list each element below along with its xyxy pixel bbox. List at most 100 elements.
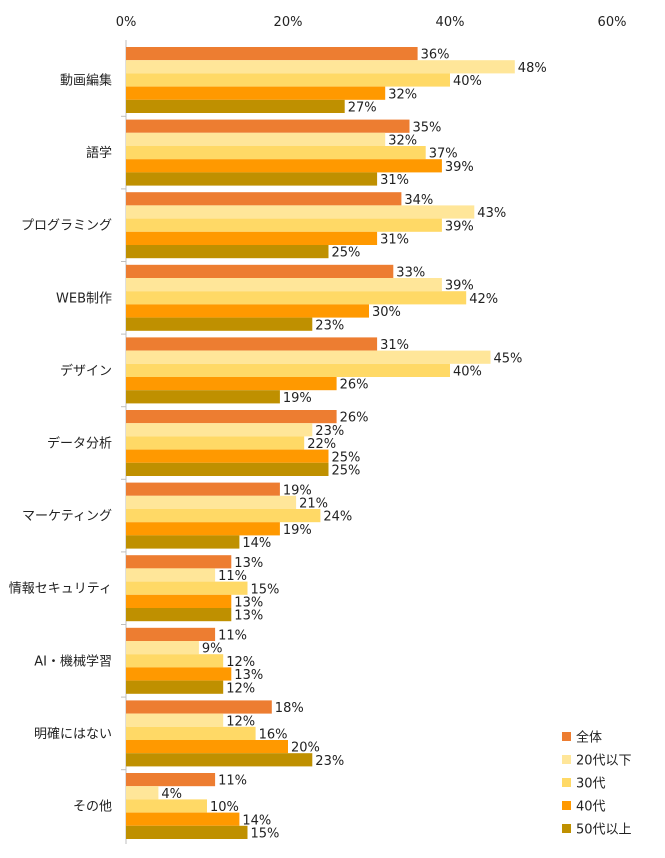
legend-label: 20代以下 bbox=[576, 754, 632, 769]
legend-label: 全体 bbox=[576, 730, 602, 746]
x-tick-label: 0% bbox=[116, 15, 137, 30]
data-label: 25% bbox=[332, 450, 361, 465]
category-label: 情報セキュリティ bbox=[9, 582, 112, 597]
bar bbox=[126, 304, 369, 318]
data-label: 48% bbox=[518, 61, 547, 76]
bar bbox=[126, 495, 297, 509]
category-label: 動画編集 bbox=[60, 73, 112, 89]
x-tick-label: 40% bbox=[436, 15, 465, 30]
data-label: 24% bbox=[323, 510, 352, 525]
bar bbox=[126, 47, 418, 61]
bar bbox=[126, 462, 329, 476]
data-label: 45% bbox=[494, 351, 523, 366]
data-label: 25% bbox=[332, 246, 361, 261]
data-label: 21% bbox=[299, 497, 328, 512]
bar bbox=[126, 363, 450, 377]
category-label: 明確にはない bbox=[34, 726, 112, 742]
legend-swatch bbox=[562, 755, 571, 764]
data-label: 11% bbox=[218, 569, 247, 584]
data-label: 20% bbox=[291, 741, 320, 756]
data-label: 13% bbox=[234, 556, 263, 571]
bar bbox=[126, 812, 240, 826]
data-label: 13% bbox=[234, 596, 263, 611]
data-label: 39% bbox=[445, 279, 474, 294]
bar bbox=[126, 667, 232, 681]
bar bbox=[126, 522, 280, 536]
data-label: 12% bbox=[226, 681, 255, 696]
bar bbox=[126, 654, 224, 668]
bar bbox=[126, 390, 280, 404]
bar bbox=[126, 753, 313, 767]
category-label: デザイン bbox=[60, 363, 112, 379]
data-label: 25% bbox=[332, 464, 361, 479]
data-label: 40% bbox=[453, 74, 482, 89]
data-label: 9% bbox=[202, 642, 223, 657]
data-label: 19% bbox=[283, 523, 312, 538]
data-label: 30% bbox=[372, 305, 401, 320]
data-label: 39% bbox=[445, 219, 474, 234]
bar bbox=[126, 291, 467, 305]
bar bbox=[126, 245, 329, 259]
bar bbox=[126, 410, 337, 424]
category-label: WEB制作 bbox=[56, 291, 112, 306]
data-label: 31% bbox=[380, 338, 409, 353]
bar bbox=[126, 773, 216, 787]
bar bbox=[126, 86, 386, 100]
bar bbox=[126, 218, 442, 232]
data-label: 10% bbox=[210, 800, 239, 815]
legend-label: 30代 bbox=[576, 777, 606, 792]
data-label: 34% bbox=[404, 193, 433, 208]
data-label: 18% bbox=[275, 701, 304, 716]
bar bbox=[126, 99, 345, 113]
legend-swatch bbox=[562, 732, 571, 741]
data-label: 26% bbox=[340, 411, 369, 426]
bar bbox=[126, 799, 207, 813]
bar bbox=[126, 680, 224, 694]
bar bbox=[126, 594, 232, 608]
data-label: 11% bbox=[218, 774, 247, 789]
bar bbox=[126, 231, 378, 245]
bar bbox=[126, 317, 313, 331]
bar bbox=[126, 377, 337, 391]
bar bbox=[126, 119, 410, 133]
data-label: 36% bbox=[421, 48, 450, 63]
bar bbox=[126, 264, 394, 278]
bar bbox=[126, 713, 224, 727]
data-label: 12% bbox=[226, 655, 255, 670]
data-label: 31% bbox=[380, 173, 409, 188]
bar bbox=[126, 568, 216, 582]
data-label: 14% bbox=[242, 536, 271, 551]
data-label: 43% bbox=[477, 206, 506, 221]
bar bbox=[126, 436, 305, 450]
data-label: 15% bbox=[251, 827, 280, 842]
data-label: 4% bbox=[161, 787, 182, 802]
x-tick-label: 60% bbox=[598, 15, 627, 30]
data-label: 27% bbox=[348, 101, 377, 116]
data-label: 39% bbox=[445, 160, 474, 175]
data-label: 16% bbox=[259, 728, 288, 743]
data-label: 32% bbox=[388, 134, 417, 149]
bar bbox=[126, 60, 515, 74]
data-label: 26% bbox=[340, 378, 369, 393]
category-label: 語学 bbox=[86, 145, 112, 161]
labels-group: 動画編集36%48%40%32%27%語学35%32%37%39%31%プログラ… bbox=[9, 48, 547, 842]
bar bbox=[126, 535, 240, 549]
bar bbox=[126, 627, 216, 641]
bar bbox=[126, 740, 288, 754]
data-label: 35% bbox=[413, 120, 442, 135]
bar bbox=[126, 555, 232, 569]
bar bbox=[126, 192, 402, 206]
legend-label: 40代 bbox=[576, 800, 606, 815]
bar bbox=[126, 449, 329, 463]
bar bbox=[126, 786, 159, 800]
data-label: 19% bbox=[283, 483, 312, 498]
bar bbox=[126, 159, 442, 173]
x-tick-label: 20% bbox=[274, 15, 303, 30]
category-label: マーケティング bbox=[22, 509, 112, 524]
data-label: 11% bbox=[218, 629, 247, 644]
bar bbox=[126, 482, 280, 496]
bar bbox=[126, 825, 248, 839]
bar bbox=[126, 641, 199, 655]
